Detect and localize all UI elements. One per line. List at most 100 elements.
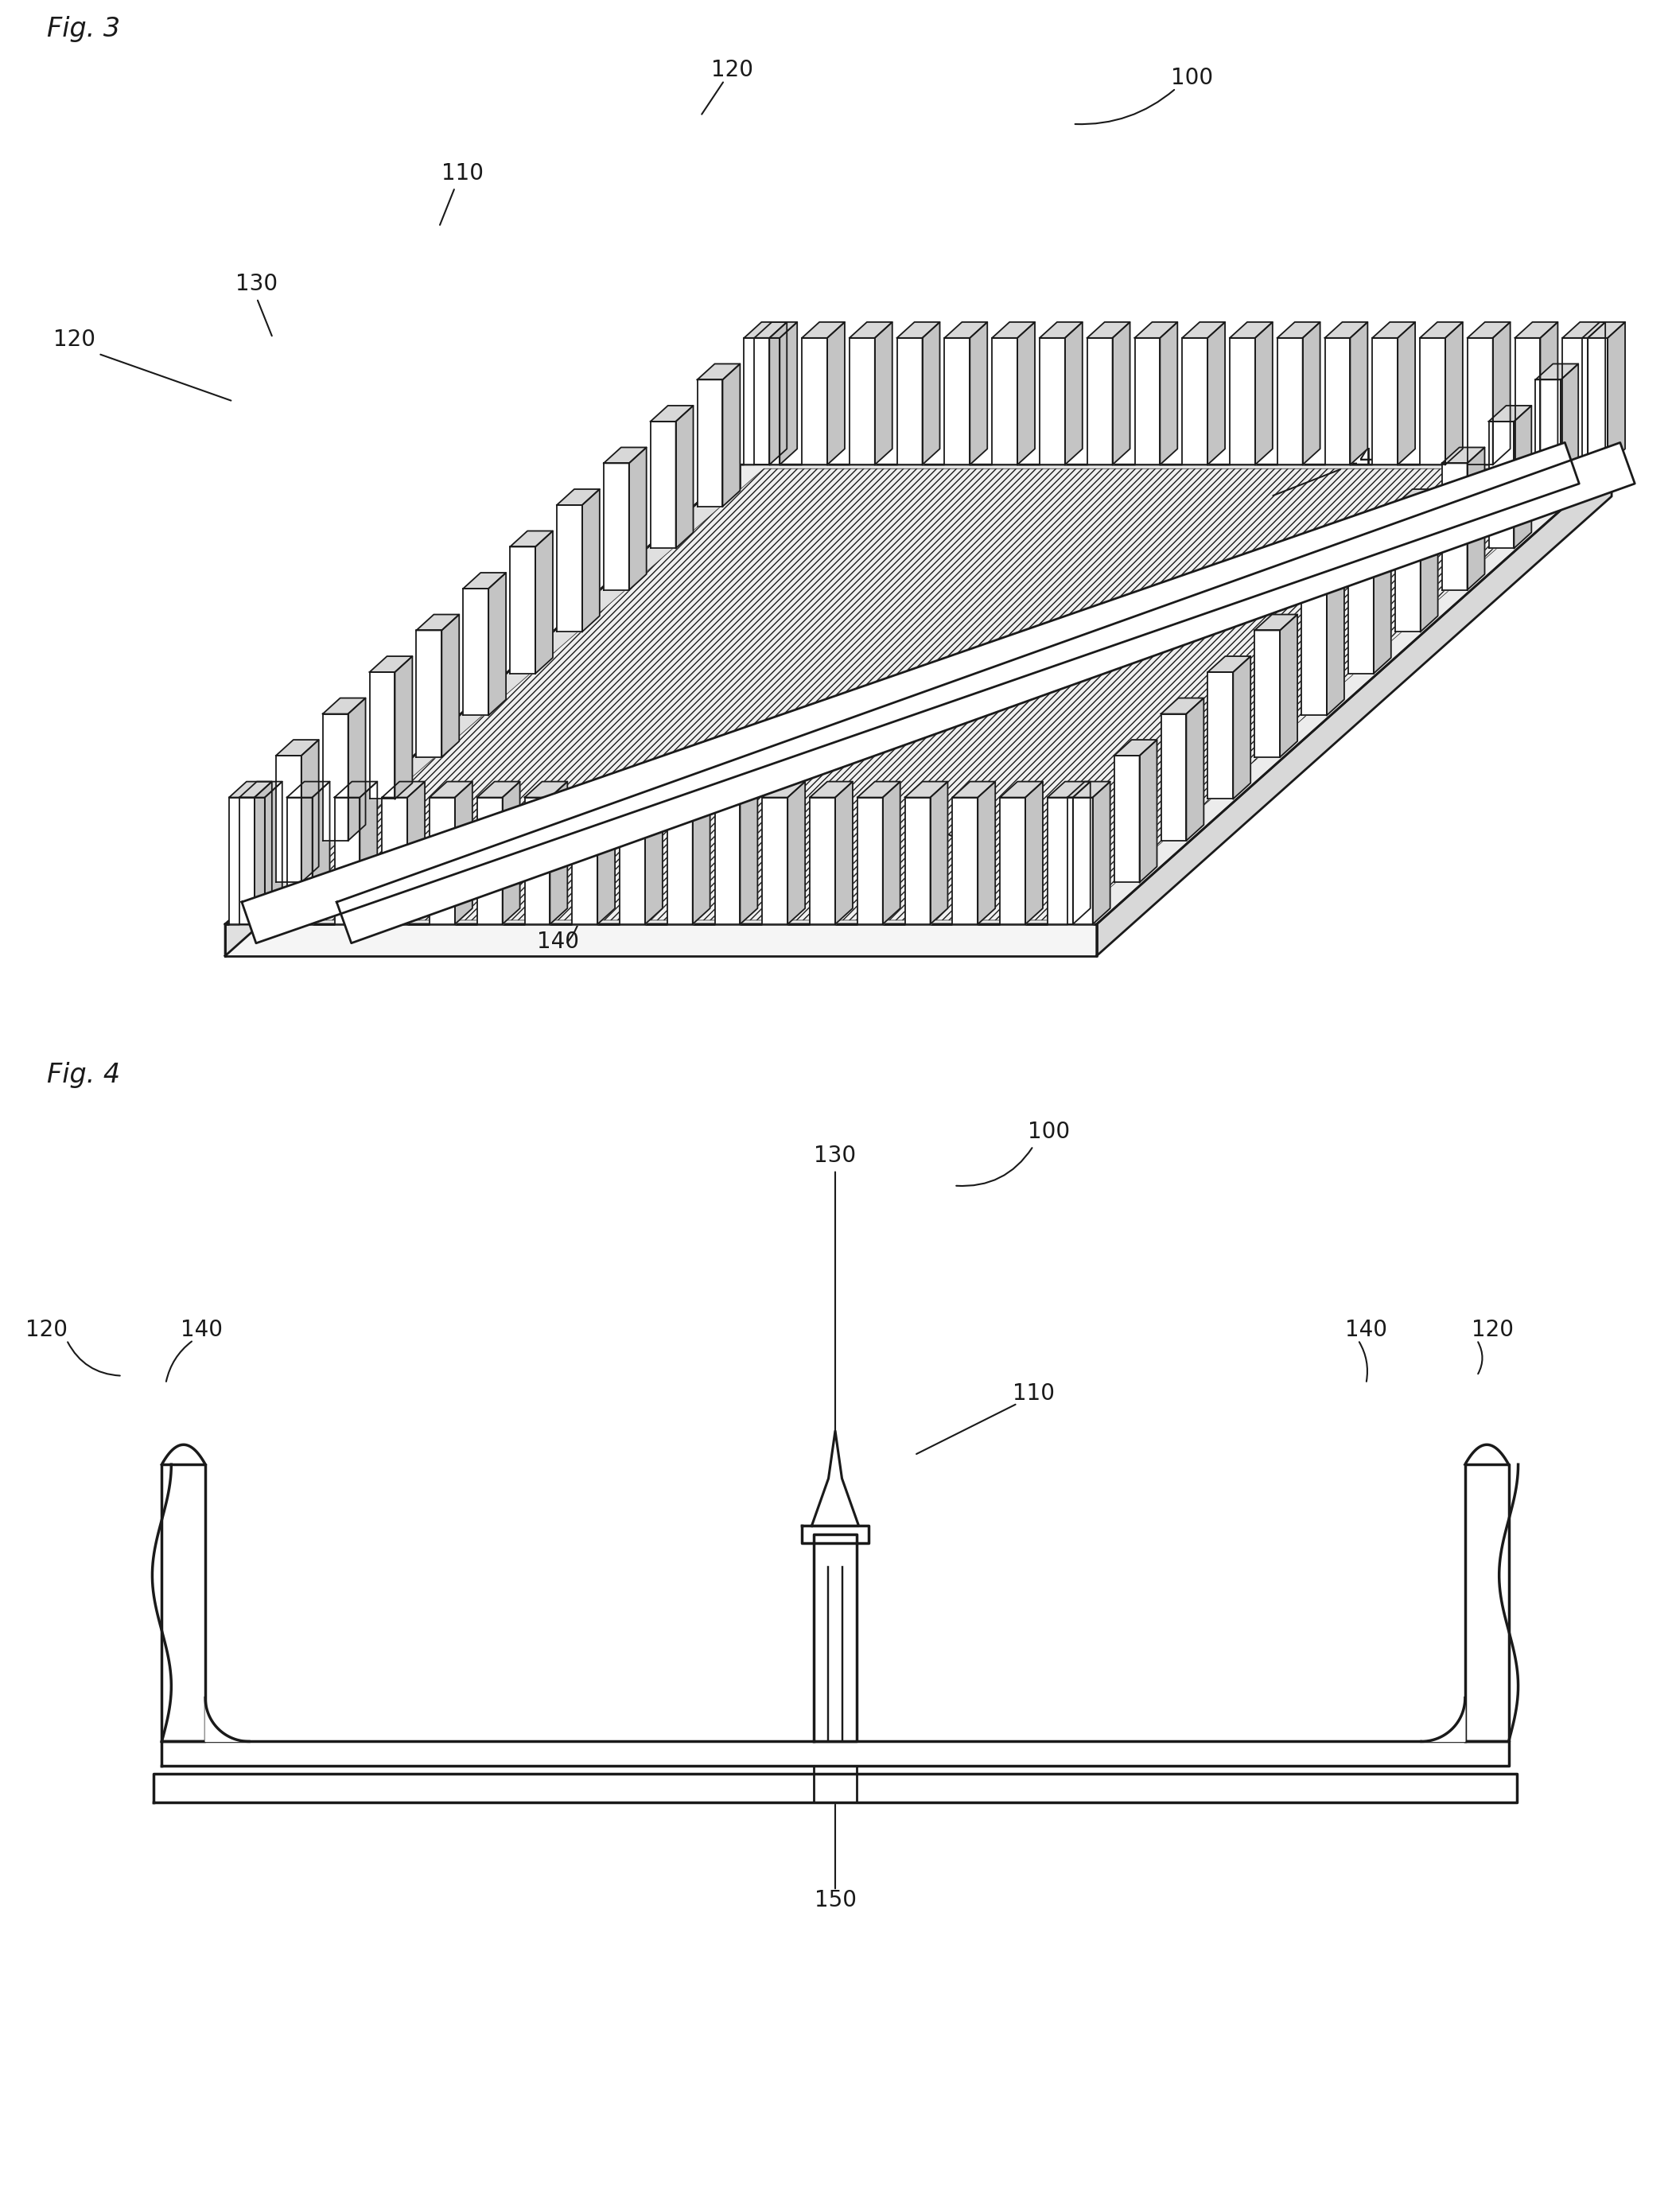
Polygon shape [154, 1774, 1517, 1803]
Polygon shape [1073, 781, 1090, 925]
Polygon shape [1040, 338, 1065, 465]
Polygon shape [313, 781, 329, 925]
Polygon shape [803, 338, 828, 465]
Polygon shape [408, 781, 425, 925]
Polygon shape [858, 781, 900, 796]
Polygon shape [604, 462, 629, 591]
Polygon shape [1087, 338, 1112, 465]
Polygon shape [1000, 796, 1025, 925]
Polygon shape [1348, 546, 1374, 672]
Polygon shape [716, 796, 741, 925]
Polygon shape [1231, 323, 1272, 338]
Polygon shape [359, 781, 378, 925]
Polygon shape [801, 1526, 869, 1544]
Text: 120: 120 [25, 1318, 69, 1340]
Polygon shape [162, 1741, 1508, 1765]
Polygon shape [1515, 405, 1532, 549]
Polygon shape [1562, 363, 1578, 507]
Polygon shape [416, 615, 460, 630]
Polygon shape [692, 781, 711, 925]
Polygon shape [1324, 338, 1351, 465]
Polygon shape [441, 615, 460, 757]
Polygon shape [381, 781, 425, 796]
Polygon shape [716, 781, 757, 796]
Polygon shape [381, 796, 408, 925]
Polygon shape [1277, 323, 1321, 338]
Polygon shape [525, 796, 550, 925]
Polygon shape [336, 442, 1635, 942]
Polygon shape [809, 781, 853, 796]
Polygon shape [1488, 405, 1532, 422]
Text: Fig. 4: Fig. 4 [47, 1062, 120, 1088]
Polygon shape [620, 781, 662, 796]
Polygon shape [582, 489, 600, 633]
Polygon shape [1000, 781, 1043, 796]
Polygon shape [883, 781, 900, 925]
Polygon shape [813, 1544, 858, 1741]
Polygon shape [525, 781, 567, 796]
Polygon shape [849, 338, 874, 465]
Text: 130: 130 [236, 272, 278, 294]
Polygon shape [264, 781, 283, 925]
Polygon shape [226, 465, 1612, 925]
Polygon shape [288, 781, 329, 796]
Polygon shape [1302, 323, 1321, 465]
Polygon shape [1182, 323, 1226, 338]
Polygon shape [769, 323, 788, 465]
Polygon shape [930, 781, 948, 925]
Polygon shape [572, 781, 615, 796]
Polygon shape [1515, 323, 1558, 338]
Polygon shape [488, 573, 507, 714]
Polygon shape [1207, 657, 1251, 672]
Polygon shape [162, 1464, 206, 1741]
Text: 100: 100 [1170, 66, 1212, 88]
Polygon shape [226, 465, 741, 956]
Polygon shape [323, 714, 348, 841]
Text: 110: 110 [1012, 1382, 1055, 1405]
Text: 140: 140 [181, 1318, 222, 1340]
Polygon shape [1374, 531, 1391, 672]
Polygon shape [229, 796, 254, 925]
Polygon shape [1493, 323, 1510, 465]
Polygon shape [503, 781, 520, 925]
Text: 120: 120 [54, 327, 95, 352]
Polygon shape [1093, 781, 1110, 925]
Polygon shape [1515, 338, 1540, 465]
Polygon shape [1563, 338, 1588, 465]
Polygon shape [1254, 630, 1281, 757]
Polygon shape [1421, 489, 1438, 633]
Polygon shape [828, 323, 844, 465]
Polygon shape [276, 757, 301, 883]
Polygon shape [953, 796, 978, 925]
Polygon shape [550, 781, 567, 925]
Polygon shape [395, 657, 413, 799]
Polygon shape [510, 531, 553, 546]
Polygon shape [1114, 757, 1140, 883]
Polygon shape [1328, 573, 1344, 714]
Text: 110: 110 [441, 161, 483, 184]
Polygon shape [896, 323, 940, 338]
Polygon shape [1468, 447, 1485, 591]
Polygon shape [334, 781, 378, 796]
Polygon shape [762, 796, 788, 925]
Text: 150: 150 [814, 1889, 856, 1911]
Polygon shape [1135, 323, 1177, 338]
Polygon shape [370, 657, 413, 672]
Polygon shape [301, 739, 319, 883]
Polygon shape [1465, 1464, 1508, 1741]
Polygon shape [348, 699, 366, 841]
Polygon shape [557, 504, 582, 633]
Text: Fig. 3: Fig. 3 [47, 15, 120, 42]
Polygon shape [1187, 699, 1204, 841]
Polygon shape [811, 1431, 859, 1526]
Polygon shape [1420, 338, 1445, 465]
Polygon shape [779, 323, 798, 465]
Polygon shape [1048, 781, 1090, 796]
Polygon shape [991, 323, 1035, 338]
Polygon shape [604, 447, 647, 462]
Polygon shape [1207, 672, 1234, 799]
Polygon shape [1160, 714, 1187, 841]
Polygon shape [477, 781, 520, 796]
Polygon shape [370, 672, 395, 799]
Text: 150: 150 [948, 827, 991, 849]
